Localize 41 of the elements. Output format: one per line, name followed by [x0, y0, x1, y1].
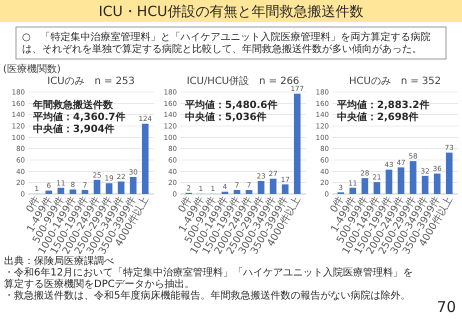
bar: [130, 177, 137, 194]
annotation: 中央値：2,698件: [337, 111, 419, 123]
bar: [434, 174, 441, 194]
y-axis-title: (医療機関数): [3, 63, 61, 75]
source-note: 出典：保険局医療課調べ: [4, 255, 114, 267]
annotation: 中央値：3,904件: [33, 123, 115, 135]
text: ・令和6年12月において「特定集中治療室管理料」「ハイケアユニット入院医療管理料」を算定する医療機関をDPCデータから抽出。: [4, 266, 414, 290]
bar: [410, 161, 416, 194]
bar: [374, 182, 380, 194]
bar: [234, 190, 240, 194]
bar: [349, 188, 356, 194]
text: 70: [436, 298, 456, 316]
bar: [58, 188, 64, 194]
bar: [258, 180, 264, 194]
bar: [94, 180, 100, 194]
bar: [386, 170, 392, 194]
bar: [294, 94, 301, 194]
annotation: 中央値：5,036件: [185, 111, 267, 123]
annotation: 平均値：5,480.6件: [184, 99, 278, 111]
bar: [142, 124, 149, 194]
bar: [446, 152, 453, 194]
bar: [282, 184, 289, 194]
text: ICU・HCU併設の有無と年間救急搬送件数: [98, 4, 364, 20]
chart-title: ICUのみ n = 253: [47, 76, 135, 87]
bar: [45, 190, 52, 194]
bar: [398, 167, 404, 194]
bar: [246, 190, 252, 194]
text: ・救急搬送件数は、令和5年度病床機能報告。年間救急搬送件数の報告がない病院は除外。: [4, 290, 410, 302]
bar: [118, 182, 124, 194]
annotation: 平均値：2,883.2件: [336, 99, 430, 111]
bar: [106, 183, 112, 194]
chart-title: HCUのみ n = 352: [349, 76, 441, 87]
chart-title: ICU/HCU併設 n = 266: [186, 75, 300, 87]
bar: [82, 190, 88, 194]
bar: [270, 178, 276, 194]
bar: [70, 189, 76, 194]
text: ○ 「特定集中治療室管理料」と「ハイケアユニット入院医療管理料」を両方算定する病院は、それぞれを単独で算定する病院と比較して、年間救急搬送件数が多い傾向があった。: [22, 31, 431, 55]
annotation: 年間救急搬送件数: [32, 99, 114, 111]
bar: [422, 176, 428, 194]
bar: [362, 178, 368, 194]
annotation: 平均値：4,360.7件: [32, 111, 126, 123]
